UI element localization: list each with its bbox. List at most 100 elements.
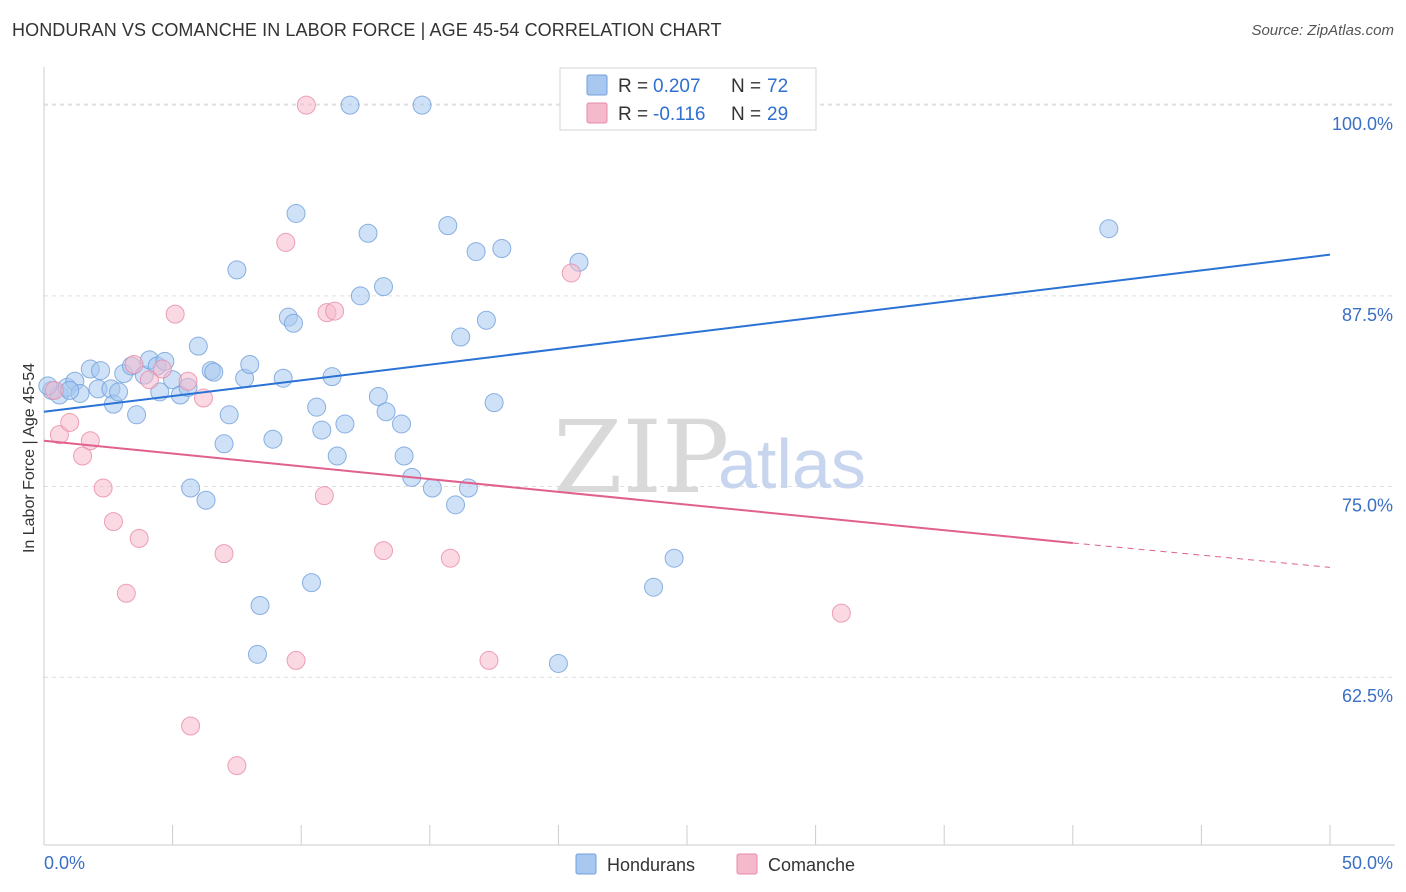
data-point-comanche	[181, 716, 201, 736]
data-point-hondurans	[451, 327, 471, 347]
data-point-comanche	[49, 425, 69, 445]
points-layer	[38, 95, 1119, 776]
watermark-atlas: atlas	[718, 425, 866, 503]
legend-bottom: Hondurans Comanche	[575, 853, 855, 875]
legend-n-value-hondurans: 72	[767, 76, 788, 97]
data-point-comanche	[296, 95, 316, 115]
data-point-comanche	[80, 431, 100, 451]
bottom-legend-label-hondurans: Hondurans	[607, 855, 695, 875]
data-point-hondurans	[219, 405, 239, 425]
data-point-hondurans	[247, 644, 267, 664]
data-point-hondurans	[376, 402, 396, 422]
legend-n-label-comanche: N =	[731, 104, 761, 125]
data-point-comanche	[314, 486, 334, 506]
data-point-hondurans	[438, 216, 458, 236]
data-point-hondurans	[368, 387, 388, 407]
legend-swatch-hondurans	[586, 74, 608, 96]
x-tick-label: 0.0%	[44, 853, 85, 873]
data-point-hondurans	[492, 239, 512, 259]
data-point-hondurans	[394, 446, 414, 466]
data-point-comanche	[561, 263, 581, 283]
trendline-hondurans	[43, 253, 1331, 413]
data-point-comanche	[479, 650, 499, 670]
data-point-comanche	[129, 528, 149, 548]
bottom-legend-label-comanche: Comanche	[768, 855, 855, 875]
data-point-hondurans	[548, 653, 568, 673]
data-point-hondurans	[422, 478, 442, 498]
data-point-hondurans	[127, 405, 147, 425]
trend-layer	[43, 253, 1331, 568]
data-point-hondurans	[91, 361, 111, 381]
data-point-hondurans	[240, 354, 260, 374]
data-point-hondurans	[263, 429, 283, 449]
data-point-hondurans	[374, 277, 394, 297]
y-tick-label: 75.0%	[1342, 496, 1393, 516]
watermark-zip: ZIP	[553, 399, 729, 516]
legend-r-value-comanche: -0.116	[653, 104, 705, 125]
legend-swatch-comanche	[586, 102, 608, 124]
data-point-comanche	[440, 548, 460, 568]
data-point-comanche	[214, 544, 234, 564]
legend-r-label-hondurans: R =	[618, 76, 648, 97]
data-point-hondurans	[312, 420, 332, 440]
data-point-hondurans	[644, 577, 664, 597]
bottom-legend-swatch-hondurans	[575, 853, 597, 875]
data-point-hondurans	[446, 495, 466, 515]
legend-r-value-hondurans: 0.207	[653, 76, 701, 97]
y-tick-label: 62.5%	[1342, 686, 1393, 706]
chart-source: Source: ZipAtlas.com	[1251, 22, 1394, 39]
trendline-comanche	[43, 439, 1073, 544]
data-point-hondurans	[250, 595, 270, 615]
grid-layer	[44, 103, 1395, 678]
data-point-comanche	[165, 304, 185, 324]
chart-title: HONDURAN VS COMANCHE IN LABOR FORCE | AG…	[12, 20, 722, 40]
data-point-hondurans	[350, 286, 370, 306]
data-point-comanche	[44, 380, 64, 400]
series-comanche	[44, 95, 851, 776]
x-tick-label: 50.0%	[1342, 853, 1393, 873]
data-point-hondurans	[273, 368, 293, 388]
data-point-hondurans	[327, 446, 347, 466]
data-point-hondurans	[664, 548, 684, 568]
y-axis-label: In Labor Force | Age 45-54	[21, 363, 38, 553]
data-point-hondurans	[188, 336, 208, 356]
data-point-hondurans	[204, 362, 224, 382]
data-point-comanche	[73, 446, 93, 466]
data-point-comanche	[139, 370, 159, 390]
data-point-hondurans	[466, 242, 486, 262]
data-point-hondurans	[283, 313, 303, 333]
y-tick-label: 100.0%	[1332, 114, 1393, 134]
data-point-hondurans	[484, 393, 504, 413]
data-point-hondurans	[476, 310, 496, 330]
data-point-comanche	[103, 512, 123, 532]
data-point-comanche	[124, 354, 144, 374]
data-point-comanche	[325, 301, 345, 321]
data-point-hondurans	[340, 95, 360, 115]
series-hondurans	[38, 95, 1119, 673]
data-point-comanche	[374, 541, 394, 561]
data-point-comanche	[178, 371, 198, 391]
data-point-hondurans	[196, 490, 216, 510]
data-point-hondurans	[358, 223, 378, 243]
data-point-comanche	[60, 412, 80, 432]
data-point-comanche	[276, 232, 296, 252]
data-point-comanche	[286, 650, 306, 670]
data-point-hondurans	[286, 203, 306, 223]
data-point-comanche	[227, 756, 247, 776]
data-point-comanche	[93, 478, 113, 498]
data-point-hondurans	[109, 382, 129, 402]
data-point-hondurans	[412, 95, 432, 115]
data-point-hondurans	[1099, 219, 1119, 239]
legend-r-label-comanche: R =	[618, 104, 648, 125]
data-point-hondurans	[392, 414, 412, 434]
data-point-comanche	[831, 603, 851, 623]
data-point-hondurans	[214, 434, 234, 454]
data-point-comanche	[116, 583, 136, 603]
data-point-hondurans	[307, 397, 327, 417]
legend-top: R = 0.207 N = 72 R = -0.116 N = 29	[559, 67, 817, 131]
data-point-hondurans	[181, 478, 201, 498]
axis-layer: 62.5% 75.0% 87.5% 100.0% 0.0% 50.0%	[43, 67, 1395, 873]
trendline-comanche-extension	[1072, 542, 1331, 568]
legend-n-label-hondurans: N =	[731, 76, 761, 97]
